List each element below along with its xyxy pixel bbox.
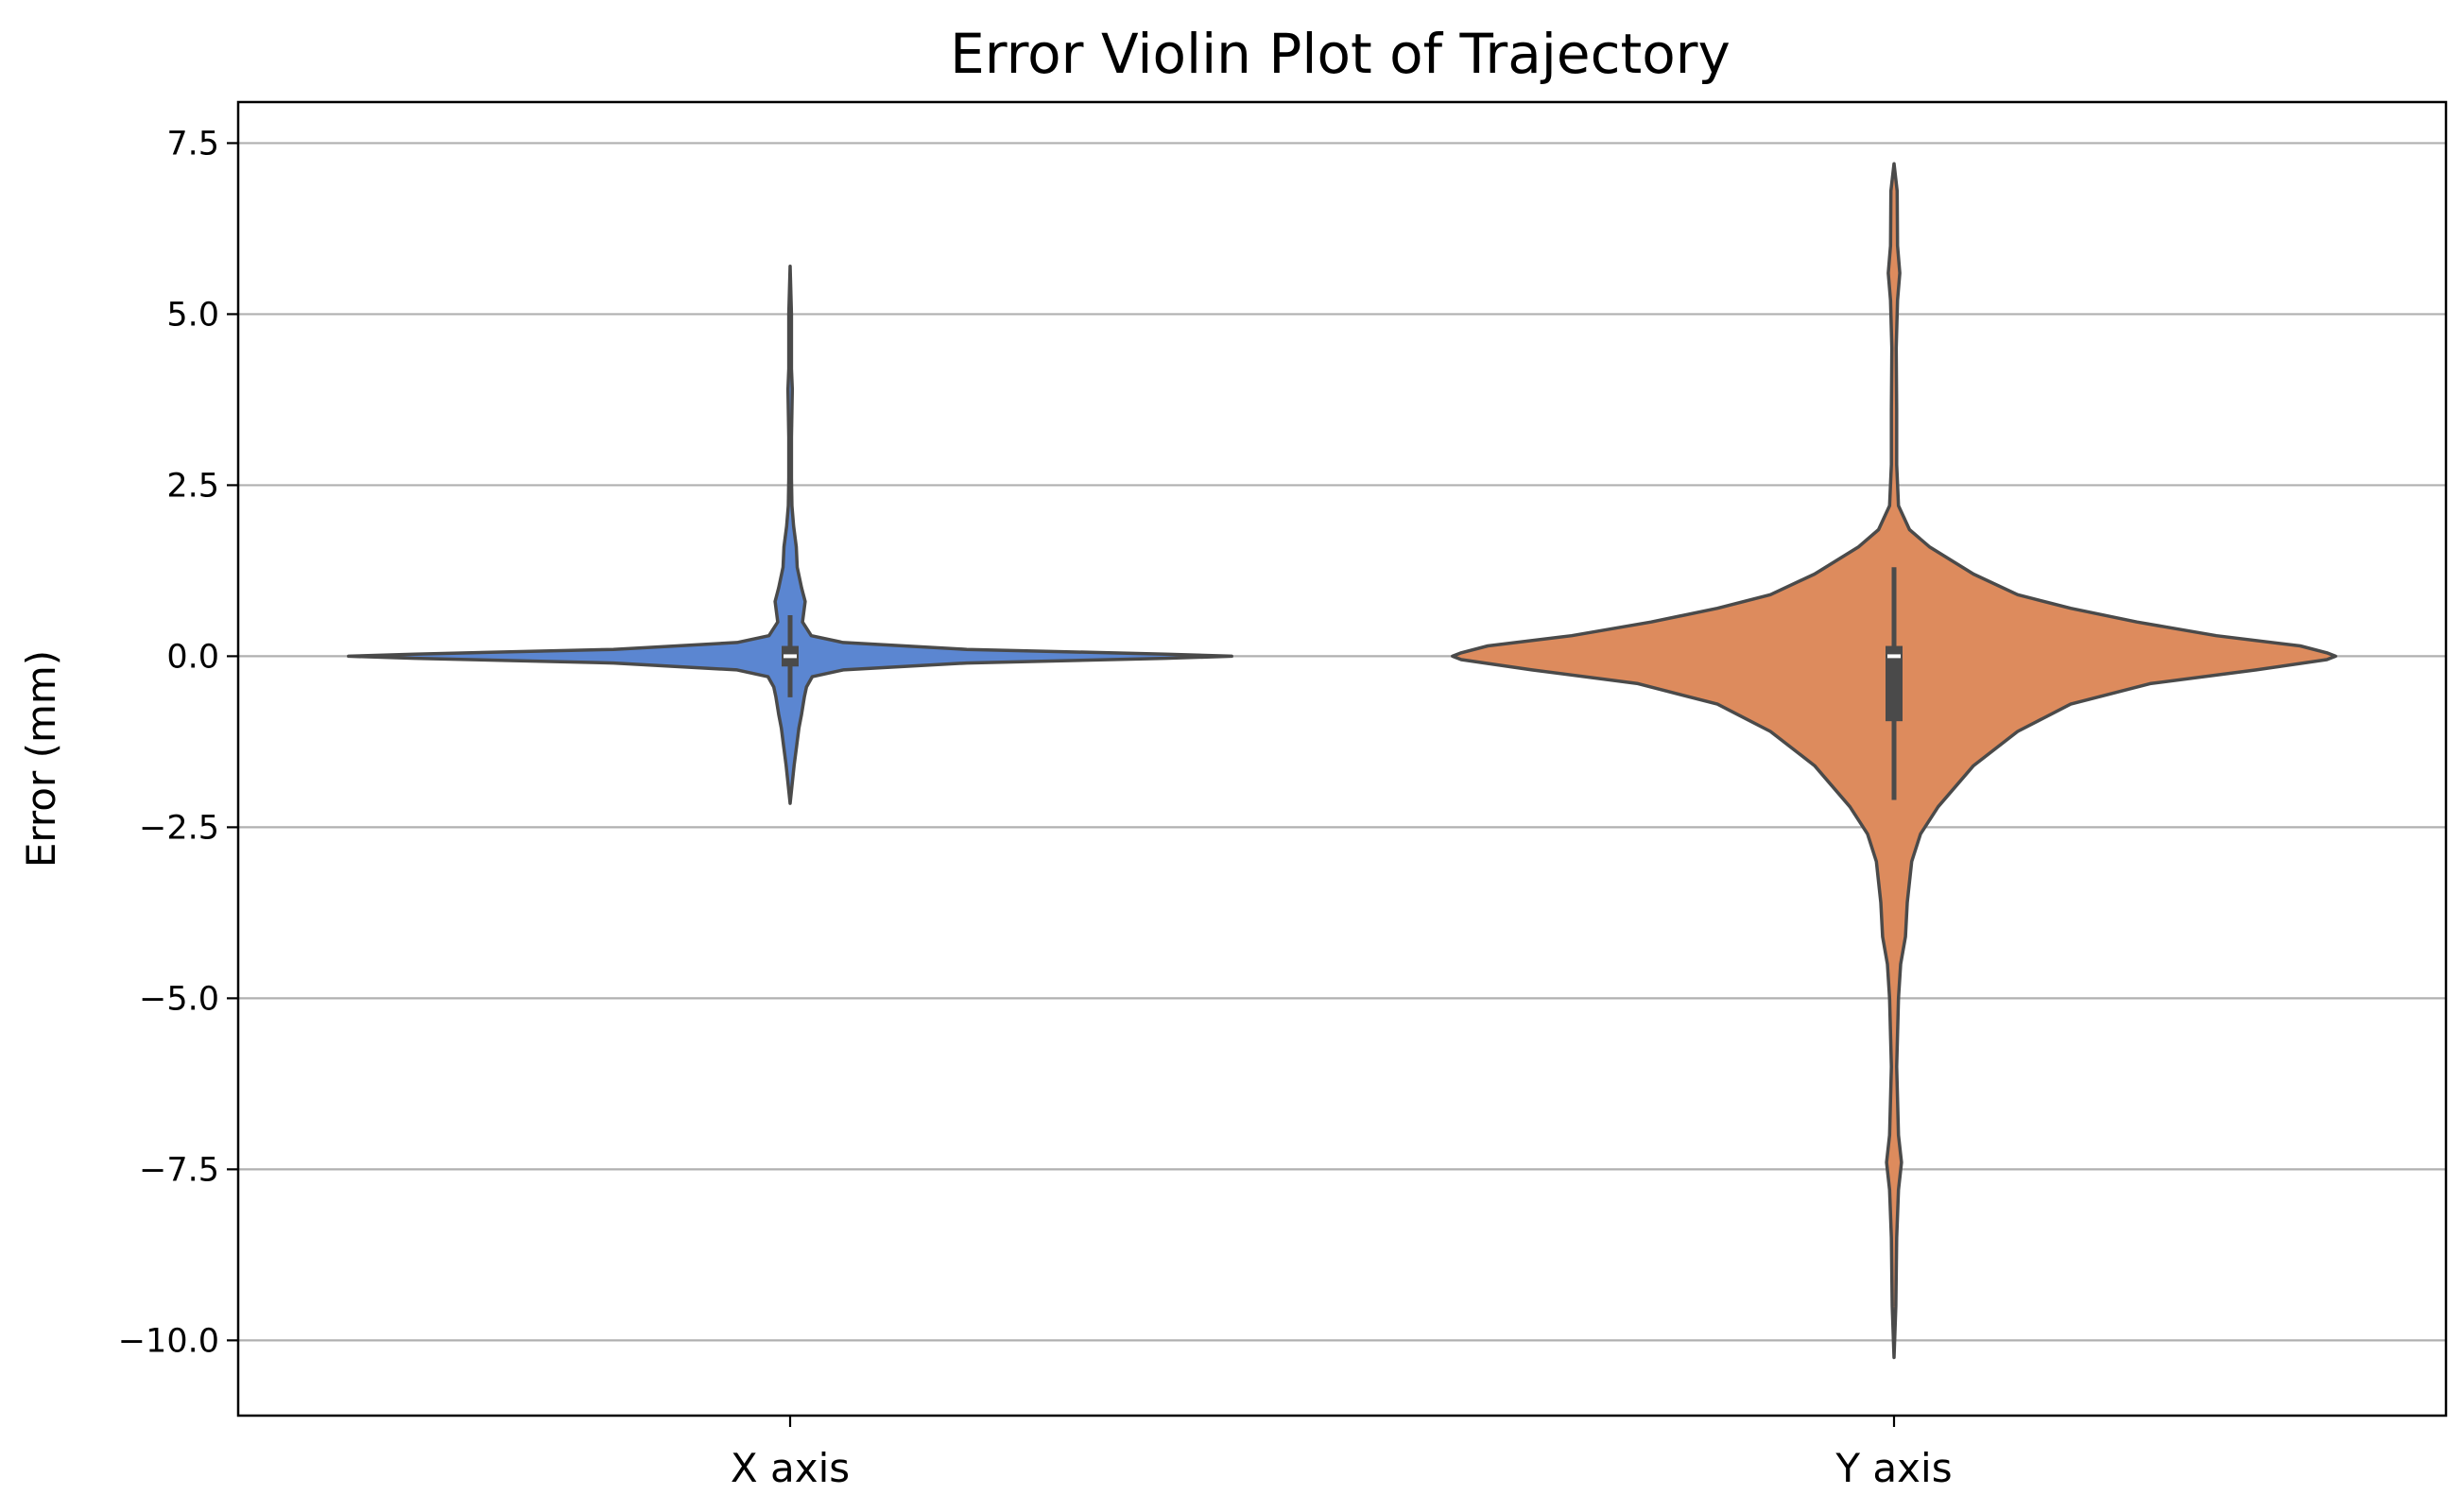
x-axis-ticks: X axis Y axis (731, 1416, 1953, 1491)
y-axis-label: Error (mm) (18, 650, 64, 868)
x-tick-label: X axis (731, 1445, 850, 1491)
y-tick-label: −10.0 (118, 1322, 219, 1360)
violin-body (347, 264, 1233, 805)
y-tick-label: 5.0 (166, 296, 219, 334)
plot-frame (236, 100, 2448, 1418)
violin-iqr-box (1886, 645, 1903, 722)
violins (347, 162, 2337, 1360)
y-tick-label: −7.5 (139, 1151, 219, 1189)
y-tick-label: 2.5 (166, 467, 219, 505)
x-tick-label: Y axis (1834, 1445, 1952, 1491)
y-tick-label: −5.0 (139, 980, 219, 1018)
chart-title: Error Violin Plot of Trajectory (950, 22, 1731, 86)
y-tick-label: −2.5 (139, 809, 219, 847)
y-tick-label: 0.0 (166, 638, 219, 676)
y-axis-ticks: 7.5 5.0 2.5 0.0 −2.5 −5.0 −7.5 −10.0 (118, 125, 238, 1360)
y-tick-label: 7.5 (166, 125, 219, 163)
